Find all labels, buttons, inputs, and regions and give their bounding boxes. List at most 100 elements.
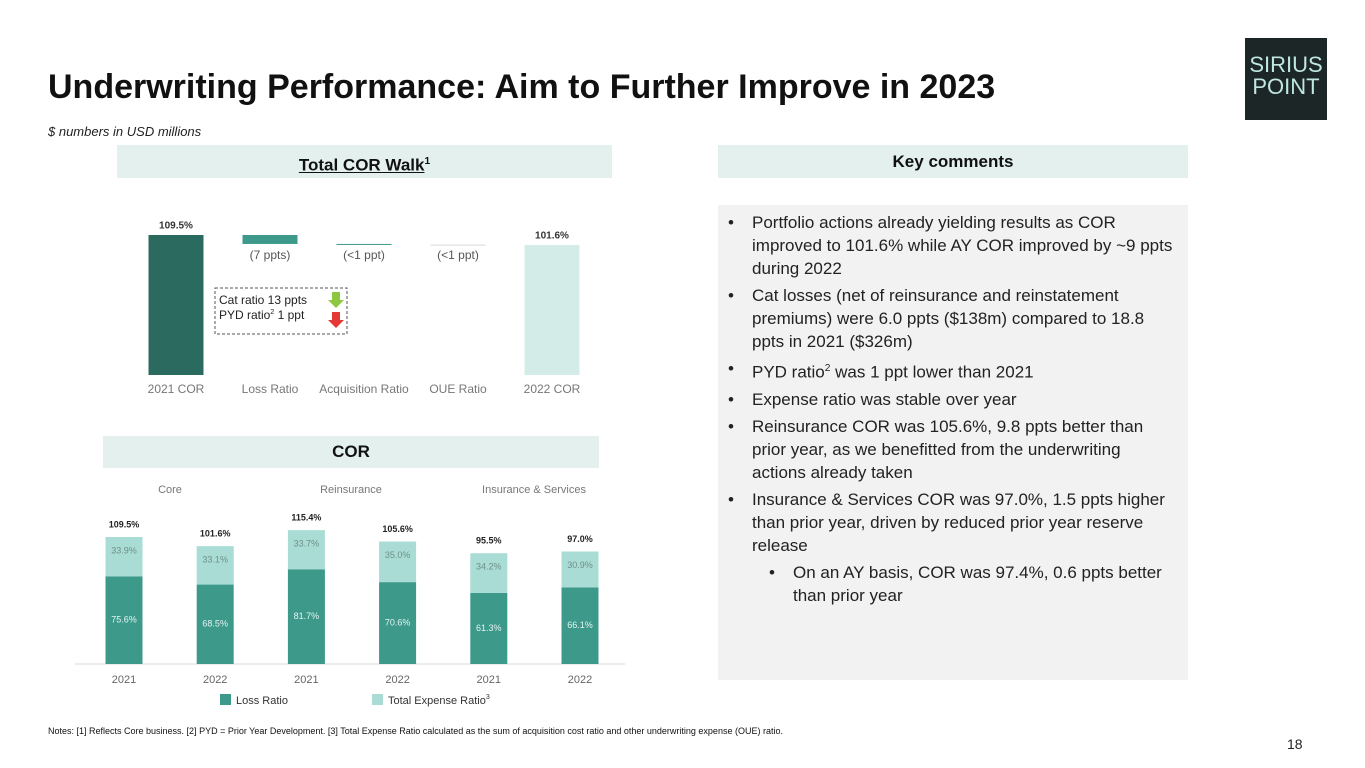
comment-text: was 1 ppt lower than 2021 <box>830 362 1034 382</box>
bar-segment <box>105 537 143 577</box>
footnote-ref: 1 <box>424 156 431 167</box>
comment-text: PYD ratio <box>752 362 825 382</box>
annotation-text: 1 ppt <box>274 308 305 322</box>
bar-segment <box>470 553 508 593</box>
superscript: 2 <box>824 363 831 374</box>
segment-label: 33.1% <box>202 555 228 565</box>
segment-label: 33.9% <box>111 545 137 555</box>
legend-label: Loss Ratio <box>236 695 288 707</box>
comment-text: On an AY basis, COR was 97.4%, 0.6 ppts … <box>793 562 1162 605</box>
comment-item: Portfolio actions already yielding resul… <box>728 211 1178 280</box>
comment-text: Portfolio actions already yielding resul… <box>752 213 1173 278</box>
legend-name: Loss Ratio <box>236 695 288 707</box>
x-tick-label: Loss Ratio <box>242 382 299 396</box>
segment-label: 35.0% <box>385 550 411 560</box>
value-label: (7 ppts) <box>250 248 291 262</box>
waterfall-bar <box>242 235 298 244</box>
waterfall-bar <box>336 243 392 245</box>
bar-segment <box>379 582 417 664</box>
total-label: 109.5% <box>109 519 140 529</box>
bar-segment <box>287 569 325 664</box>
annotation-box <box>214 287 348 335</box>
x-tick-label: 2021 <box>477 674 501 686</box>
x-tick-label: 2022 <box>203 674 227 686</box>
x-tick-label: 2021 <box>112 674 136 686</box>
value-label: (<1 ppt) <box>437 248 479 262</box>
segment-label: 75.6% <box>111 615 137 625</box>
page-number: 18 <box>1287 736 1303 752</box>
section-header: COR <box>103 436 599 468</box>
segment-label: 70.6% <box>385 617 411 627</box>
group-label: Insurance & Services <box>482 484 586 496</box>
logo-text: SIRIUS <box>1249 52 1323 77</box>
group-label: Core <box>158 484 182 496</box>
total-label: 95.5% <box>476 536 502 546</box>
bar-segment <box>561 587 599 664</box>
comment-text: Cat losses (net of reinsurance and reins… <box>752 286 1145 351</box>
x-tick-label: 2022 COR <box>524 382 581 396</box>
section-header: Total COR Walk1 <box>117 145 612 178</box>
comment-text: Expense ratio was stable over year <box>752 389 1017 409</box>
subtitle: $ numbers in USD millions <box>48 124 202 139</box>
annotation-text: Cat ratio 13 ppts <box>219 293 307 307</box>
segment-label: 33.7% <box>294 539 320 549</box>
total-label: 105.6% <box>382 524 413 534</box>
comment-item: Insurance & Services COR was 97.0%, 1.5 … <box>728 488 1178 557</box>
total-label: 115.4% <box>291 513 321 523</box>
total-label: 101.6% <box>200 529 231 539</box>
x-tick-label: OUE Ratio <box>429 382 487 396</box>
value-label: (<1 ppt) <box>343 248 385 262</box>
bar-segment <box>287 530 325 570</box>
comments-box: Portfolio actions already yielding resul… <box>718 205 1188 680</box>
section-header: Key comments <box>718 145 1188 178</box>
segment-label: 30.9% <box>567 560 593 570</box>
waterfall-bar <box>430 244 486 246</box>
down-arrow-red <box>328 312 344 328</box>
slide-title: Underwriting Performance: Aim to Further… <box>48 68 996 106</box>
x-tick-label: Acquisition Ratio <box>319 382 409 396</box>
section-title: Total COR Walk <box>298 155 425 175</box>
superscript: 3 <box>486 694 490 701</box>
logo-text: POINT <box>1252 74 1320 99</box>
bar-segment <box>105 576 143 664</box>
comment-text: Reinsurance COR was 105.6%, 9.8 ppts bet… <box>752 416 1144 482</box>
segment-label: 81.7% <box>294 611 320 621</box>
segment-label: 68.5% <box>202 619 228 629</box>
x-tick-label: 2021 <box>294 674 318 686</box>
logo: SIRIUS POINT <box>1245 38 1327 120</box>
segment-label: 61.3% <box>476 623 502 633</box>
legend-swatch <box>220 694 231 705</box>
notes: Notes: [1] Reflects Core business. [2] P… <box>48 726 783 736</box>
annotation: PYD ratio2 1 ppt <box>219 308 305 322</box>
bar-segment <box>196 546 234 585</box>
annotation-text: PYD ratio <box>219 308 271 322</box>
x-tick-label: 2022 <box>568 674 592 686</box>
bar-segment <box>196 584 234 664</box>
value-label: 101.6% <box>535 231 569 242</box>
comment-list: Portfolio actions already yielding resul… <box>718 205 1188 607</box>
waterfall-bar <box>524 245 580 375</box>
segment-label: 34.2% <box>476 562 502 572</box>
comment-item: PYD ratio2 was 1 ppt lower than 2021 <box>728 357 1178 384</box>
comment-item: On an AY basis, COR was 97.4%, 0.6 ppts … <box>769 561 1178 607</box>
bar-segment <box>561 551 599 588</box>
x-tick-label: 2022 <box>385 674 409 686</box>
annotation: Cat ratio 13 ppts <box>219 293 307 307</box>
legend-name: Total Expense Ratio <box>388 695 486 707</box>
down-arrow-green <box>328 292 344 308</box>
bar-segment <box>470 592 508 664</box>
value-label: 109.5% <box>159 221 193 232</box>
superscript: 2 <box>270 309 274 316</box>
group-label: Reinsurance <box>320 484 382 496</box>
legend-swatch <box>372 694 383 705</box>
comment-text: Insurance & Services COR was 97.0%, 1.5 … <box>752 489 1165 555</box>
bar-segment <box>379 541 417 583</box>
total-label: 97.0% <box>567 534 593 544</box>
x-tick-label: 2021 COR <box>148 382 205 396</box>
segment-label: 66.1% <box>567 620 593 630</box>
comment-item: Cat losses (net of reinsurance and reins… <box>728 284 1178 353</box>
legend-label: Total Expense Ratio3 <box>388 694 490 707</box>
comment-item: Reinsurance COR was 105.6%, 9.8 ppts bet… <box>728 415 1178 484</box>
comment-item: Expense ratio was stable over year <box>728 388 1178 411</box>
